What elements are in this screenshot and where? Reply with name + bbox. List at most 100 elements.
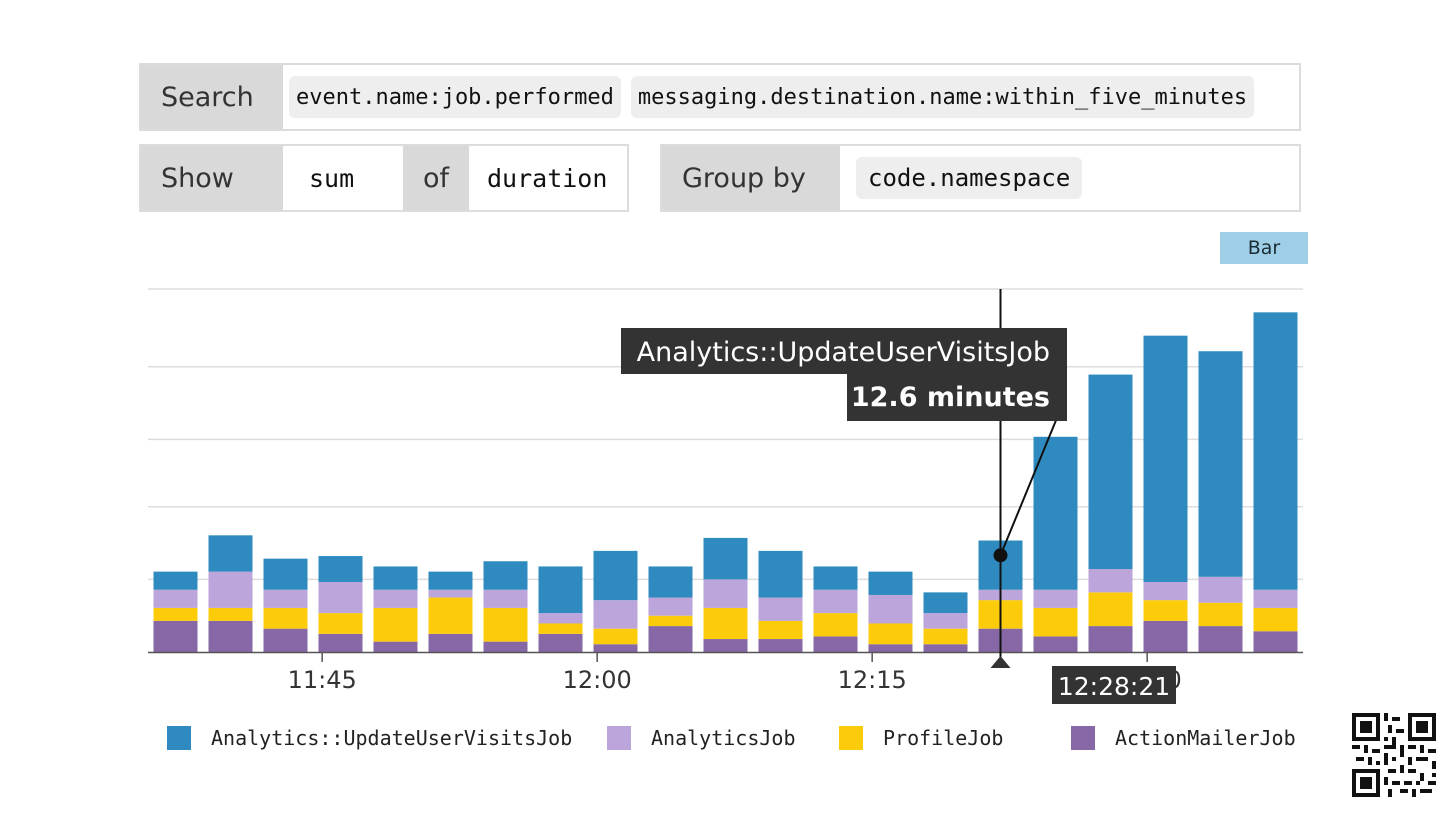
bar-segment — [428, 597, 473, 634]
bar-segment — [1143, 600, 1188, 621]
legend-label: ProfileJob — [883, 726, 1004, 750]
bar-segment — [1198, 602, 1243, 627]
bar-segment — [813, 589, 858, 614]
bar-segment — [373, 566, 418, 590]
bar-segment — [593, 600, 638, 629]
bar-segment — [703, 639, 748, 652]
bar-segment — [593, 644, 638, 652]
bar-segment — [1033, 607, 1078, 637]
chart-type-button[interactable]: Bar — [1220, 232, 1308, 264]
bar-segment — [1198, 351, 1243, 577]
legend-item[interactable]: ProfileJob — [839, 726, 1003, 750]
bar-segment — [208, 571, 253, 608]
legend-item[interactable]: Analytics::UpdateUserVisitsJob — [167, 726, 572, 750]
time-badge-label: 12:28:21 — [1058, 672, 1170, 701]
legend-label: Analytics::UpdateUserVisitsJob — [211, 726, 573, 750]
bar-segment — [868, 571, 913, 595]
bar-segment — [868, 644, 913, 652]
x-tick-label: 12:15 — [838, 666, 907, 694]
legend-label: AnalyticsJob — [651, 726, 796, 750]
bar-segment — [538, 633, 583, 652]
bar-segment — [153, 589, 198, 608]
bar-segment — [1088, 374, 1133, 570]
bar-segment — [703, 607, 748, 640]
bar-segment — [758, 639, 803, 652]
bar-segment — [263, 628, 308, 652]
bar-segment — [813, 613, 858, 637]
bar-segment — [1198, 626, 1243, 652]
bar-segment — [263, 589, 308, 608]
bar-segment — [923, 644, 968, 652]
time-badge-arrow — [990, 656, 1011, 668]
bar-segment — [428, 571, 473, 590]
bar-segment — [263, 607, 308, 629]
bar-segment — [318, 613, 363, 634]
legend-swatch — [1071, 726, 1095, 750]
bar-segment — [153, 620, 198, 652]
bar-segment — [538, 613, 583, 624]
bar-segment — [373, 641, 418, 652]
bar-segment — [373, 607, 418, 642]
legend-item[interactable]: ActionMailerJob — [1071, 726, 1296, 750]
bar-segment — [758, 597, 803, 621]
bar-segment — [813, 566, 858, 590]
bar-segment — [373, 589, 418, 608]
bar-segment — [648, 626, 693, 652]
bar-segment — [1088, 592, 1133, 627]
tooltip-value-box — [847, 374, 1067, 421]
group-by-chip[interactable]: code.namespace — [856, 157, 1083, 199]
bar-segment — [923, 628, 968, 645]
search-bar: Search event.name:job.performed messagin… — [139, 63, 1301, 131]
bar-segment — [318, 556, 363, 582]
group-by-label: Group by — [662, 146, 840, 210]
search-filter-chip[interactable]: messaging.destination.name:within_five_m… — [630, 76, 1255, 118]
bar-segment — [483, 561, 528, 590]
bar-segment — [208, 607, 253, 621]
legend-swatch — [167, 726, 191, 750]
bar-segment — [1253, 312, 1298, 590]
aggregate-select[interactable]: sum — [283, 146, 403, 210]
legend-swatch — [839, 726, 863, 750]
tooltip-value: 12.6 minutes — [851, 382, 1050, 413]
search-filter-chip[interactable]: event.name:job.performed — [289, 76, 621, 118]
hover-point — [993, 548, 1008, 563]
legend-label: ActionMailerJob — [1115, 726, 1296, 750]
bar-segment — [758, 620, 803, 640]
bar-segment — [538, 566, 583, 614]
bar-segment — [813, 636, 858, 652]
bar-segment — [428, 589, 473, 598]
bar-segment — [1143, 335, 1188, 582]
bar-segment — [1033, 636, 1078, 652]
bar-segment — [703, 537, 748, 580]
bar-segment — [1033, 589, 1078, 608]
bar-segment — [593, 550, 638, 601]
bar-segment — [1088, 569, 1133, 593]
bar-segment — [1253, 589, 1298, 608]
bar-segment — [153, 571, 198, 590]
search-label: Search — [141, 65, 283, 129]
bar-segment — [483, 641, 528, 652]
bar-segment — [208, 535, 253, 572]
tooltip-leader-line — [999, 395, 1067, 556]
bar-segment — [1033, 436, 1078, 590]
of-label: of — [403, 146, 469, 210]
bar-segment — [1088, 626, 1133, 652]
bar-segment — [648, 566, 693, 598]
field-select[interactable]: duration — [469, 146, 627, 210]
legend-swatch — [607, 726, 631, 750]
x-tick-label: 12:00 — [563, 666, 632, 694]
bar-segment — [153, 607, 198, 621]
bar-segment — [758, 550, 803, 598]
legend-item[interactable]: AnalyticsJob — [607, 726, 796, 750]
qr-code-icon — [1352, 713, 1436, 797]
group-by-selector: Group by code.namespace — [660, 144, 1301, 212]
bar-segment — [868, 623, 913, 645]
bar-segment — [1143, 620, 1188, 652]
bar-segment — [538, 623, 583, 634]
bar-segment — [1253, 607, 1298, 632]
bar-segment — [648, 615, 693, 627]
bar-segment — [868, 594, 913, 624]
bar-segment — [318, 633, 363, 652]
bar-segment — [318, 581, 363, 614]
